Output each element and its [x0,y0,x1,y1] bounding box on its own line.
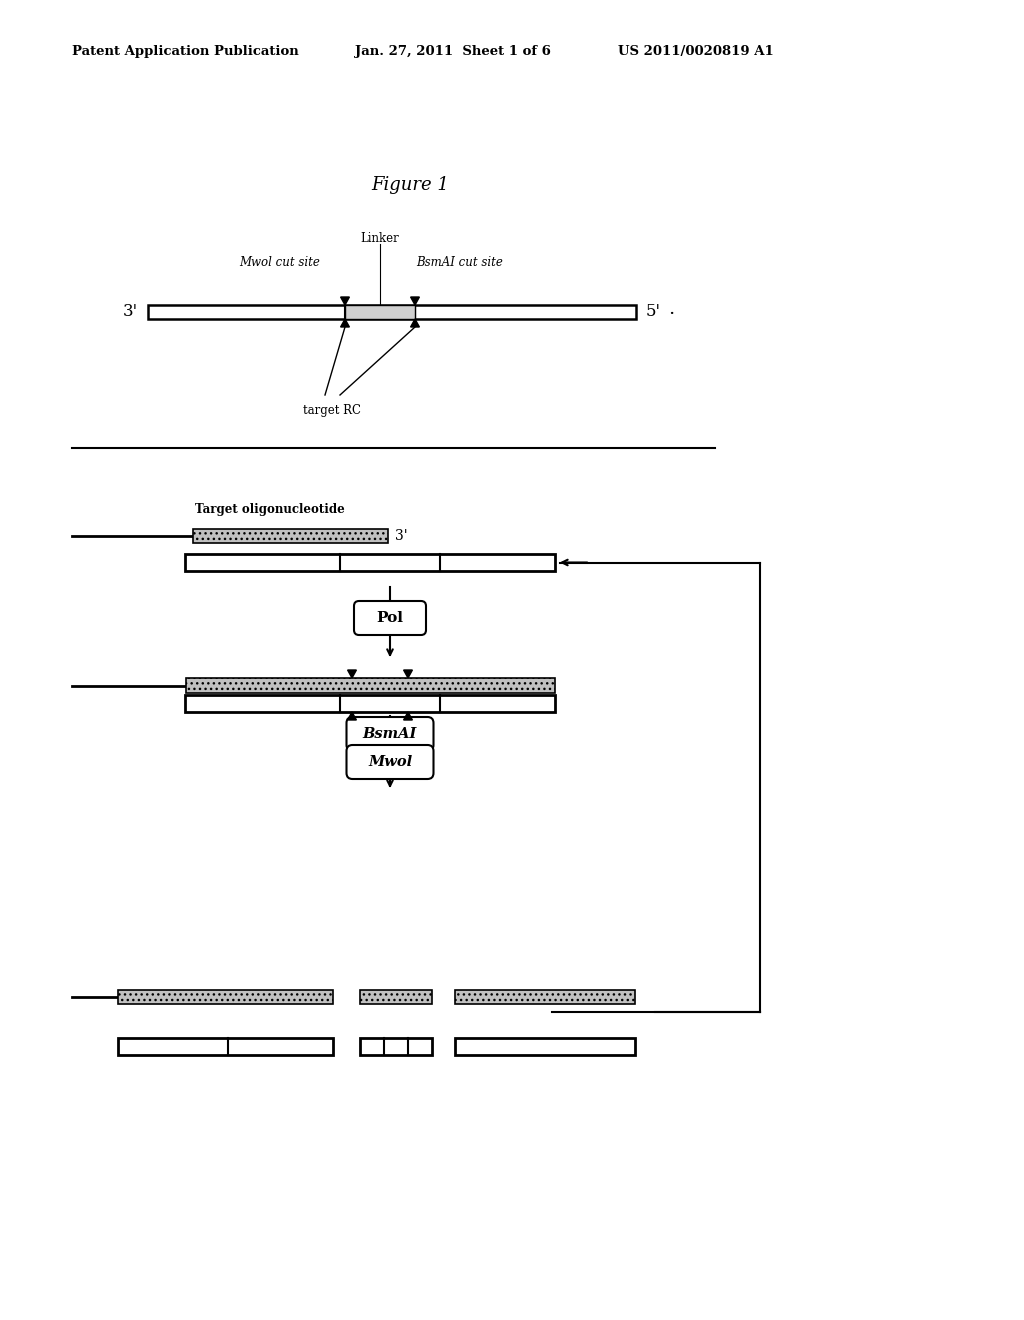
Bar [360,990,432,1005]
Polygon shape [403,671,413,678]
Bar [193,529,388,543]
Polygon shape [347,711,356,719]
Polygon shape [341,319,349,327]
Text: Jan. 27, 2011  Sheet 1 of 6: Jan. 27, 2011 Sheet 1 of 6 [355,45,551,58]
Polygon shape [403,711,413,719]
Polygon shape [411,319,420,327]
Text: Mwol: Mwol [368,755,412,770]
Bar [455,1038,635,1055]
Text: Pol: Pol [377,611,403,624]
Text: .: . [668,300,674,318]
Text: 3': 3' [123,304,138,321]
Text: 3': 3' [395,529,408,543]
Polygon shape [341,297,349,305]
Polygon shape [411,297,420,305]
Bar [185,554,555,572]
FancyBboxPatch shape [346,744,433,779]
Text: Mwol cut site: Mwol cut site [240,256,321,268]
FancyBboxPatch shape [354,601,426,635]
Text: 5': 5' [646,304,662,321]
Text: US 2011/0020819 A1: US 2011/0020819 A1 [618,45,774,58]
Bar [360,1038,432,1055]
Text: Target oligonucleotide: Target oligonucleotide [195,503,345,516]
Bar [345,305,415,319]
Text: Figure 1: Figure 1 [371,176,449,194]
Bar [148,305,636,319]
Text: Linker: Linker [360,231,399,244]
Polygon shape [347,671,356,678]
Text: target RC: target RC [303,404,361,417]
Bar [185,696,555,711]
Text: BsmAI cut site: BsmAI cut site [417,256,504,268]
Text: Patent Application Publication: Patent Application Publication [72,45,299,58]
Bar [455,990,635,1005]
Bar [186,678,555,693]
Bar [118,990,333,1005]
Bar [118,1038,333,1055]
FancyBboxPatch shape [346,717,433,751]
Text: BsmAI: BsmAI [362,727,417,741]
